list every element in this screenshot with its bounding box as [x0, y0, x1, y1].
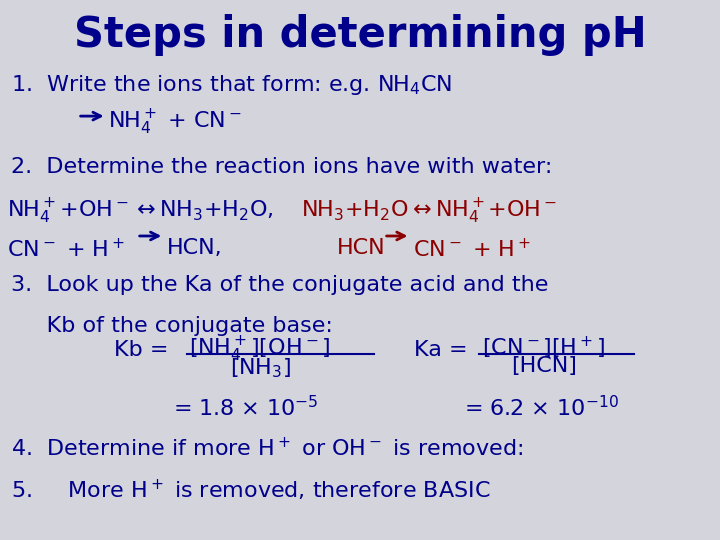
Text: 4.  Determine if more H$^+$ or OH$^-$ is removed:: 4. Determine if more H$^+$ or OH$^-$ is …	[11, 436, 523, 460]
Text: Ka =: Ka =	[414, 340, 467, 360]
Text: = 1.8 $\times$ 10$^{-5}$: = 1.8 $\times$ 10$^{-5}$	[173, 395, 318, 421]
Text: [NH$_4^+$][OH$^-$]: [NH$_4^+$][OH$^-$]	[189, 335, 331, 364]
Text: 3.  Look up the Ka of the conjugate acid and the: 3. Look up the Ka of the conjugate acid …	[11, 275, 548, 295]
Text: [CN$^-$][H$^+$]: [CN$^-$][H$^+$]	[482, 335, 606, 361]
Text: HCN,: HCN,	[167, 238, 222, 258]
Text: 1.  Write the ions that form: e.g. NH$_4$CN: 1. Write the ions that form: e.g. NH$_4$…	[11, 73, 452, 97]
Text: CN$^-$ + H$^+$: CN$^-$ + H$^+$	[7, 238, 125, 261]
Text: 5.     More H$^+$ is removed, therefore BASIC: 5. More H$^+$ is removed, therefore BASI…	[11, 478, 490, 503]
Text: Kb =: Kb =	[114, 340, 168, 360]
Text: [NH$_3$]: [NH$_3$]	[230, 356, 291, 380]
Text: [HCN]: [HCN]	[511, 356, 577, 376]
Text: NH$_3$+H$_2$O$\leftrightarrow$NH$_4^+$+OH$^-$: NH$_3$+H$_2$O$\leftrightarrow$NH$_4^+$+O…	[301, 197, 557, 226]
Text: HCN: HCN	[337, 238, 386, 258]
Text: Kb of the conjugate base:: Kb of the conjugate base:	[11, 316, 333, 336]
Text: 2.  Determine the reaction ions have with water:: 2. Determine the reaction ions have with…	[11, 157, 552, 177]
Text: Steps in determining pH: Steps in determining pH	[73, 14, 647, 56]
Text: = 6.2 $\times$ 10$^{-10}$: = 6.2 $\times$ 10$^{-10}$	[464, 395, 619, 421]
Text: NH$_4^+$ + CN$^-$: NH$_4^+$ + CN$^-$	[108, 108, 242, 137]
Text: NH$_4^+$+OH$^-$$\leftrightarrow$NH$_3$+H$_2$O,: NH$_4^+$+OH$^-$$\leftrightarrow$NH$_3$+H…	[7, 197, 274, 226]
Text: CN$^-$ + H$^+$: CN$^-$ + H$^+$	[413, 238, 531, 261]
